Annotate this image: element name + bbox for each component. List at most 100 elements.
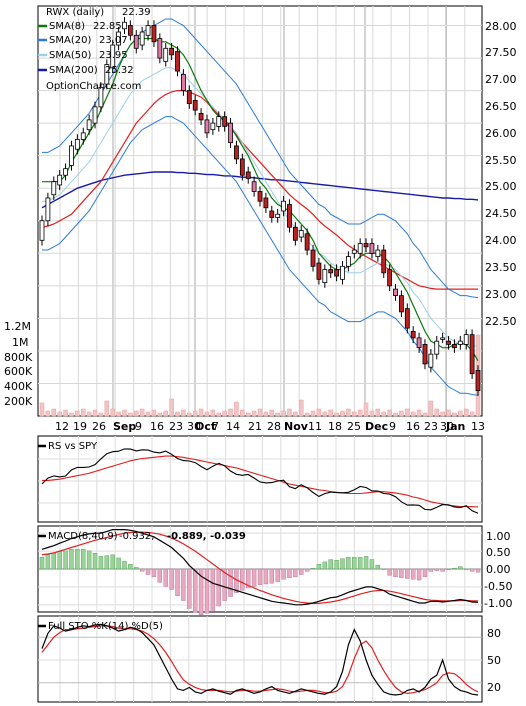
volume-bar — [145, 411, 151, 417]
candle-body — [292, 226, 298, 241]
macd-hist-bar — [393, 568, 398, 578]
macd-title: MACD(8,40,9) — [48, 531, 118, 542]
candle-body — [310, 249, 316, 267]
volume-bar — [422, 412, 428, 417]
legend-value-sma8: 22.85 — [93, 21, 122, 32]
moving-average-lines — [41, 18, 479, 396]
candle-body — [39, 220, 45, 241]
candle-body — [157, 38, 163, 59]
legend-value-sma20: 23.07 — [99, 35, 128, 46]
price-tick-label: 27.00 — [485, 73, 517, 86]
sto-tick-label: 80 — [487, 627, 501, 640]
rs-title: RS vs SPY — [48, 441, 98, 452]
macd-hist-bar — [210, 568, 216, 612]
macd-hist-bar — [369, 559, 375, 570]
legend-value-sma50: 23.95 — [99, 50, 128, 61]
candle-body — [51, 181, 57, 196]
volume-bar — [187, 412, 192, 417]
sto-tick-label: 20 — [487, 681, 501, 694]
rs-plot-area — [37, 435, 483, 523]
macd-hist-bar — [116, 557, 121, 570]
volume-bar — [393, 412, 398, 417]
macd-hist-bar — [198, 568, 204, 615]
candle-body — [163, 47, 169, 62]
volume-bar — [399, 410, 404, 417]
date-label: 30 — [440, 420, 454, 433]
volume-bar — [410, 411, 416, 417]
macd-hist-bar — [316, 564, 322, 570]
legend-name-sma50: SMA(50) — [49, 50, 91, 61]
macd-lines — [41, 528, 479, 606]
candle-body — [351, 249, 357, 254]
macd-hist-bar — [104, 555, 110, 570]
volume-axis-labels: 1.2M 1M 800K 600K 400K 200K — [4, 320, 33, 408]
candle-body — [145, 25, 151, 36]
date-label-month: Oct — [195, 420, 216, 433]
volume-bar — [316, 408, 322, 417]
volume-bar — [134, 410, 139, 417]
last-price: 22.39 — [122, 7, 151, 18]
candle-body — [275, 213, 281, 218]
volume-bar — [310, 410, 316, 417]
macd-hist-bar — [57, 551, 62, 570]
volume-bar — [387, 409, 392, 417]
volume-bar — [110, 408, 115, 417]
macd-hist-bar — [263, 568, 269, 585]
date-label: 25 — [347, 420, 361, 433]
macd-hist-bar — [299, 568, 304, 575]
candle-body — [340, 265, 345, 280]
macd-line — [41, 528, 479, 606]
rs-grid — [38, 436, 482, 522]
macd-hist-bar — [405, 568, 410, 579]
price-panel: 28.00 27.50 27.00 26.50 26.00 25.50 25.0… — [4, 5, 517, 433]
volume-bar — [169, 398, 174, 417]
macd-tick-label: 0.50 — [486, 546, 511, 559]
candle-body — [369, 243, 375, 254]
macd-hist-bar — [163, 568, 168, 587]
candle-body — [181, 73, 186, 92]
volume-bar — [128, 412, 133, 417]
price-tick-label: 22.50 — [485, 315, 517, 328]
volume-bar — [463, 408, 469, 417]
macd-hist-bar — [434, 568, 439, 571]
date-label-month: Jan — [445, 420, 465, 433]
macd-hist-bar — [151, 568, 157, 578]
candle-body — [251, 181, 257, 192]
date-label: 14 — [226, 420, 240, 433]
macd-hist-bar — [181, 568, 186, 601]
volume-bar — [57, 411, 62, 417]
candle-body — [204, 119, 210, 134]
macd-hist-bar — [122, 560, 127, 570]
macd-hist-bar — [86, 550, 92, 570]
macd-hist-bar — [175, 568, 180, 597]
macd-hist-bar — [257, 568, 263, 585]
volume-bar — [269, 409, 275, 417]
macd-tick-label: 1.00 — [486, 530, 511, 543]
date-label: 28 — [267, 420, 281, 433]
price-tick-label: 24.00 — [485, 234, 517, 247]
date-label: 12 — [55, 420, 69, 433]
volume-bar — [381, 411, 386, 417]
volume-bar — [357, 409, 363, 417]
macd-tick-label: 0.00 — [486, 563, 511, 576]
candle-body — [452, 344, 457, 349]
price-tick-label: 25.00 — [485, 180, 517, 193]
sto-title: Full STO %K(14) %D(5) — [48, 621, 163, 632]
candle-body — [298, 230, 304, 238]
volume-tick-label: 600K — [4, 365, 33, 378]
volume-bar — [298, 399, 304, 417]
volume-bar — [216, 412, 222, 417]
macd-hist-bar — [251, 568, 257, 587]
candle-body — [316, 262, 322, 280]
date-axis-labels: 12 19 26 Sep 9 16 23 30 Oct 7 14 21 28 N… — [55, 420, 485, 433]
candle-body — [45, 197, 51, 222]
candle-body — [57, 174, 63, 186]
candle-body — [234, 145, 239, 160]
macd-hist-bar — [134, 567, 139, 570]
volume-bar — [428, 400, 434, 417]
macd-hist-bar — [39, 556, 45, 570]
volume-tick-label: 800K — [4, 351, 33, 364]
volume-bar — [86, 411, 92, 417]
volume-bar — [375, 408, 381, 417]
macd-hist-bar — [310, 568, 316, 570]
